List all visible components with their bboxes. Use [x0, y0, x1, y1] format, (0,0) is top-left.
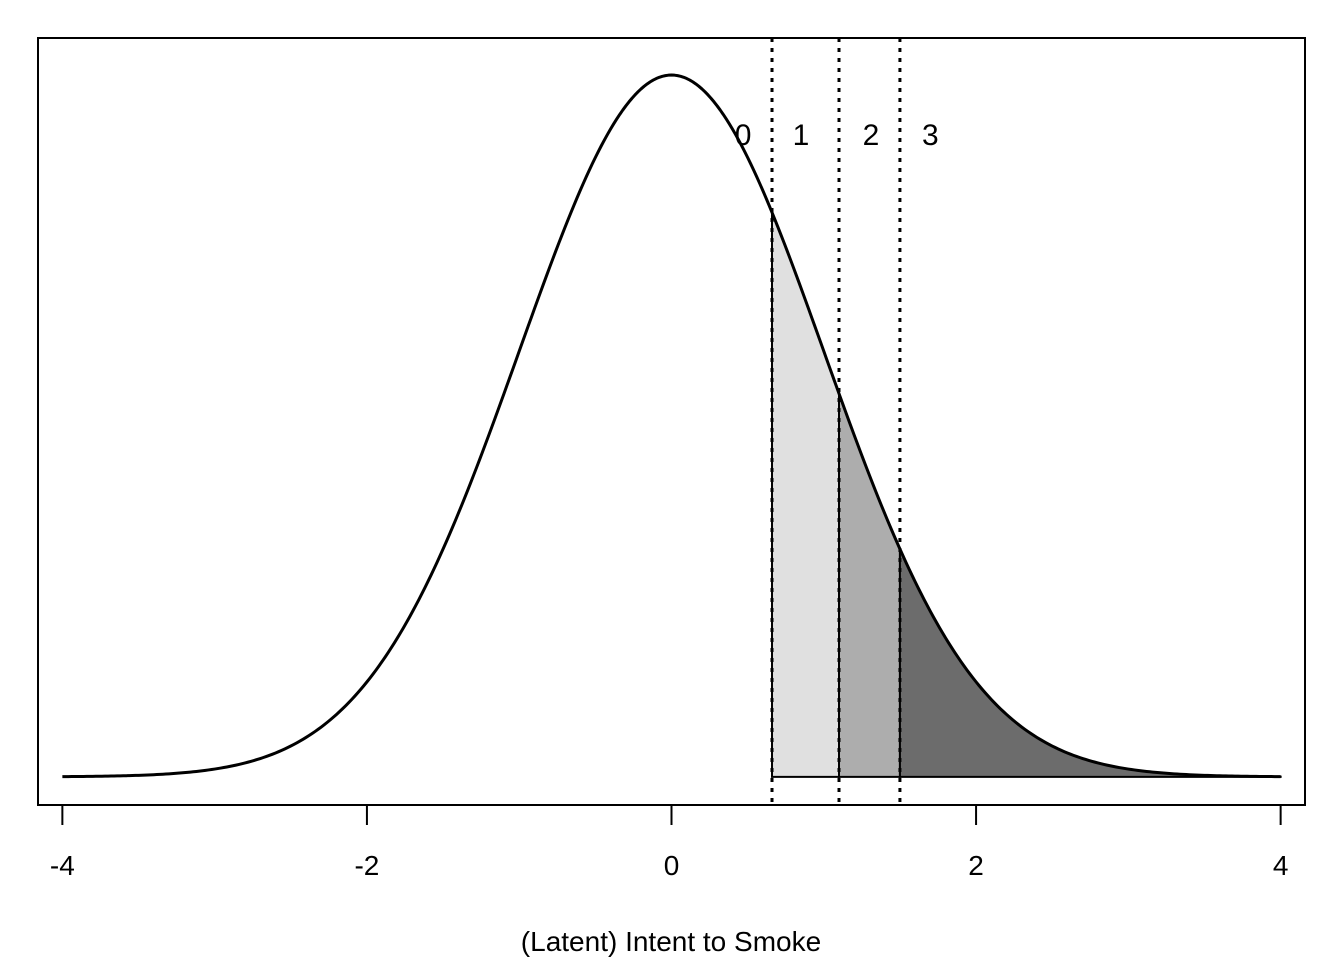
- category-label-3: 3: [922, 119, 939, 152]
- x-axis-label: (Latent) Intent to Smoke: [521, 926, 821, 957]
- x-tick-label: -4: [50, 850, 75, 881]
- x-tick-label: 0: [664, 850, 680, 881]
- density-curve: [62, 73, 1281, 779]
- x-tick-label: 4: [1273, 850, 1289, 881]
- category-label-2: 2: [863, 119, 880, 152]
- region-2: [838, 393, 901, 778]
- region-3: [898, 548, 1282, 778]
- shaded-regions: [771, 212, 1282, 778]
- x-tick-label: -2: [354, 850, 379, 881]
- plot-frame: [37, 37, 1306, 806]
- category-label-1: 1: [793, 119, 810, 152]
- x-tick-label: 2: [968, 850, 984, 881]
- threshold-lines: [770, 38, 902, 805]
- x-axis: -4 -2 0 2 4: [50, 804, 1289, 881]
- category-label-0: 0: [735, 119, 752, 152]
- category-labels: 0 1 2 3: [735, 119, 939, 152]
